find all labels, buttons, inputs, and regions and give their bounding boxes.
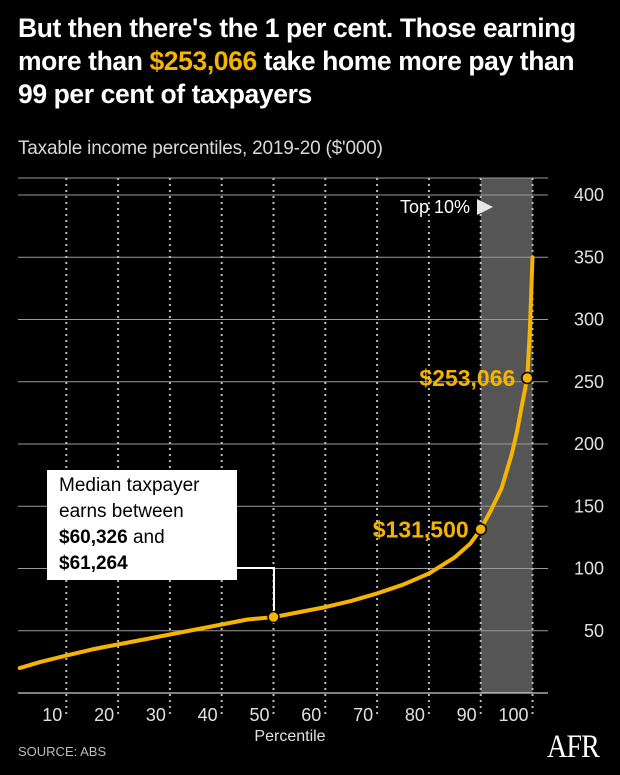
y-tick-label: 150 (574, 496, 604, 516)
highlight-point (521, 371, 534, 385)
x-tick-label: 90 (457, 705, 477, 725)
y-tick-label: 50 (584, 621, 604, 641)
callout-leader (236, 567, 275, 612)
x-tick-label: 80 (405, 705, 425, 725)
income-curve (17, 255, 535, 671)
y-tick-label: 100 (574, 559, 604, 579)
x-tick-label: 60 (301, 705, 321, 725)
headline-part1: But then there's the 1 per cent. Those e… (18, 13, 576, 76)
callout-and: and (127, 527, 165, 548)
x-tick-label: 40 (198, 705, 218, 725)
callout-line2: earns between (59, 501, 184, 522)
afr-logo: AFR (547, 729, 600, 765)
highlight-label: $131,500 (373, 516, 469, 542)
source-note: SOURCE: ABS (18, 744, 107, 759)
x-tick-label: 20 (94, 705, 114, 725)
x-tick-label: 100 (498, 705, 528, 725)
callout-value1: $60,326 (59, 527, 128, 548)
x-tick-label: 50 (249, 705, 269, 725)
y-tick-label: 250 (574, 372, 604, 392)
headline-part2: take home more pay than 99 per cent of t… (18, 46, 575, 109)
callout-line1: Median taxpayer (59, 475, 200, 496)
top-10-label: Top 10% (400, 197, 470, 217)
y-tick-label: 400 (574, 185, 604, 205)
x-tick-label: 10 (42, 705, 62, 725)
median-callout: Median taxpayer earns between $60,326 an… (47, 470, 237, 580)
callout-value2: $61,264 (59, 553, 128, 574)
top-10-band (480, 178, 533, 693)
headline: But then there's the 1 per cent. Those e… (18, 12, 608, 111)
x-tick-label: 70 (353, 705, 373, 725)
highlight-point (474, 523, 487, 536)
x-axis-title: Percentile (254, 728, 325, 745)
headline-amount: $253,066 (149, 46, 257, 76)
callout-line3: $60,326 and (59, 525, 237, 551)
y-tick-label: 300 (574, 310, 604, 330)
y-tick-label: 200 (574, 434, 604, 454)
x-tick-label: 30 (146, 705, 166, 725)
y-tick-label: 350 (574, 247, 604, 267)
play-icon (477, 199, 493, 215)
chart-subtitle: Taxable income percentiles, 2019-20 ($'0… (18, 138, 383, 159)
highlight-label: $253,066 (419, 365, 515, 391)
highlight-point (267, 610, 280, 624)
callout-line4: $61,264 (59, 551, 237, 577)
